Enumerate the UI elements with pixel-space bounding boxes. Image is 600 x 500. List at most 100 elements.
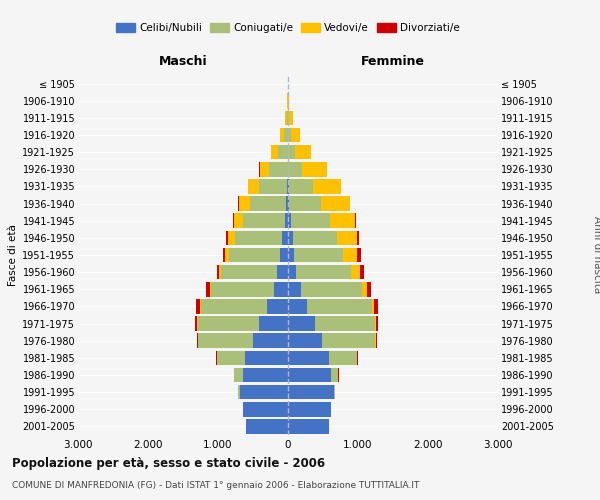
Bar: [197, 334, 198, 348]
Bar: [285, 110, 287, 125]
Bar: [295, 248, 343, 262]
Bar: [223, 248, 225, 262]
Bar: [280, 248, 288, 262]
Bar: [351, 265, 360, 280]
Bar: [228, 230, 235, 245]
Bar: [288, 248, 295, 262]
Bar: [301, 282, 362, 296]
Bar: [235, 230, 283, 245]
Bar: [206, 282, 209, 296]
Bar: [307, 299, 372, 314]
Bar: [343, 248, 358, 262]
Bar: [196, 299, 200, 314]
Bar: [288, 196, 289, 211]
Bar: [330, 214, 355, 228]
Bar: [269, 162, 287, 176]
Bar: [259, 316, 288, 331]
Bar: [329, 350, 356, 365]
Bar: [356, 230, 359, 245]
Bar: [367, 282, 371, 296]
Bar: [289, 196, 321, 211]
Bar: [259, 179, 287, 194]
Bar: [219, 265, 221, 280]
Bar: [260, 162, 269, 176]
Bar: [288, 350, 329, 365]
Bar: [234, 368, 243, 382]
Bar: [286, 196, 288, 211]
Bar: [253, 334, 288, 348]
Bar: [288, 230, 293, 245]
Bar: [221, 265, 277, 280]
Text: Maschi: Maschi: [158, 55, 208, 68]
Bar: [209, 282, 211, 296]
Bar: [280, 128, 284, 142]
Bar: [250, 196, 286, 211]
Bar: [288, 179, 289, 194]
Bar: [289, 128, 291, 142]
Legend: Celibi/Nubili, Coniugati/e, Vedovi/e, Divorziati/e: Celibi/Nubili, Coniugati/e, Vedovi/e, Di…: [112, 19, 464, 38]
Bar: [291, 214, 330, 228]
Bar: [376, 316, 378, 331]
Bar: [271, 145, 278, 160]
Bar: [289, 179, 313, 194]
Bar: [217, 350, 245, 365]
Bar: [248, 179, 259, 194]
Bar: [293, 230, 337, 245]
Bar: [233, 214, 234, 228]
Bar: [372, 299, 374, 314]
Bar: [225, 248, 229, 262]
Text: Femmine: Femmine: [361, 55, 425, 68]
Bar: [229, 248, 280, 262]
Bar: [243, 402, 288, 416]
Bar: [238, 196, 239, 211]
Bar: [334, 385, 335, 400]
Bar: [296, 265, 351, 280]
Text: Popolazione per età, sesso e stato civile - 2006: Popolazione per età, sesso e stato civil…: [12, 458, 325, 470]
Bar: [278, 145, 287, 160]
Bar: [302, 162, 327, 176]
Bar: [226, 230, 228, 245]
Bar: [284, 214, 288, 228]
Bar: [314, 316, 375, 331]
Bar: [289, 162, 302, 176]
Bar: [242, 214, 284, 228]
Bar: [358, 248, 361, 262]
Bar: [357, 350, 358, 365]
Bar: [200, 299, 267, 314]
Bar: [288, 385, 334, 400]
Bar: [216, 350, 217, 365]
Bar: [295, 145, 311, 160]
Bar: [362, 282, 367, 296]
Bar: [288, 368, 331, 382]
Bar: [238, 385, 241, 400]
Bar: [374, 299, 377, 314]
Bar: [267, 299, 288, 314]
Bar: [234, 214, 242, 228]
Bar: [288, 265, 296, 280]
Bar: [277, 265, 288, 280]
Bar: [288, 316, 314, 331]
Bar: [241, 385, 288, 400]
Bar: [321, 196, 350, 211]
Bar: [288, 334, 322, 348]
Bar: [245, 350, 288, 365]
Bar: [288, 282, 301, 296]
Bar: [288, 110, 289, 125]
Text: Anni di nascita: Anni di nascita: [592, 216, 600, 294]
Bar: [195, 316, 197, 331]
Bar: [243, 368, 288, 382]
Bar: [322, 334, 375, 348]
Bar: [375, 334, 376, 348]
Bar: [289, 110, 293, 125]
Bar: [239, 196, 250, 211]
Bar: [288, 214, 291, 228]
Bar: [337, 230, 356, 245]
Bar: [376, 334, 377, 348]
Bar: [291, 128, 300, 142]
Bar: [289, 145, 295, 160]
Bar: [211, 282, 274, 296]
Text: COMUNE DI MANFREDONIA (FG) - Dati ISTAT 1° gennaio 2006 - Elaborazione TUTTITALI: COMUNE DI MANFREDONIA (FG) - Dati ISTAT …: [12, 481, 419, 490]
Bar: [274, 282, 288, 296]
Bar: [288, 419, 329, 434]
Bar: [217, 265, 218, 280]
